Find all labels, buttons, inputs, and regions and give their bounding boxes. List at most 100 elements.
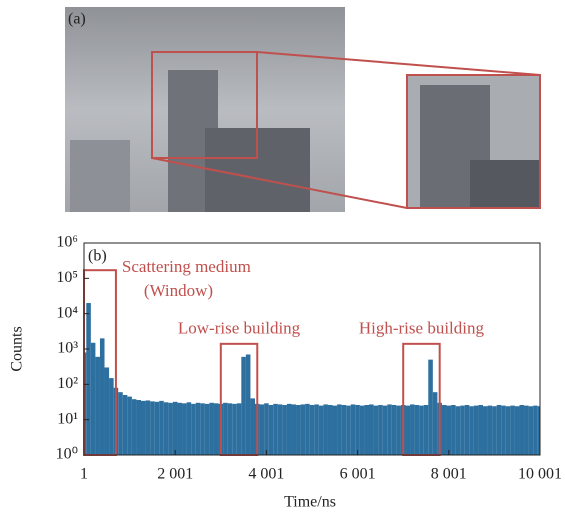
page: (a) Time/ns Counts Scattering medium (Win…: [0, 0, 565, 519]
bar: [301, 404, 306, 455]
x-tick-label: 2 001: [157, 466, 193, 483]
bar: [524, 406, 529, 455]
bar: [155, 402, 160, 455]
bar: [519, 405, 524, 455]
annotation-text: (Window): [144, 281, 213, 300]
bar: [469, 406, 474, 455]
bar: [109, 378, 114, 455]
y-axis-label: Counts: [9, 326, 26, 371]
y-tick-label: 10²: [57, 375, 78, 392]
bar: [168, 403, 173, 455]
bar: [100, 338, 105, 455]
bar: [510, 406, 515, 455]
bar: [465, 405, 470, 455]
bar: [223, 403, 228, 455]
bar: [355, 405, 360, 455]
bar: [415, 405, 420, 455]
bar: [460, 406, 465, 455]
bar: [323, 404, 328, 455]
bar: [260, 404, 265, 455]
bar: [314, 404, 319, 455]
bar: [237, 403, 242, 455]
bar: [488, 406, 493, 455]
bar: [177, 403, 182, 455]
bar: [269, 405, 274, 455]
bar: [456, 406, 461, 455]
bar: [533, 406, 538, 455]
bar: [515, 406, 520, 455]
bar: [296, 405, 301, 455]
panel-label: (a): [68, 11, 86, 28]
bar: [410, 404, 415, 455]
bar: [132, 399, 137, 455]
bar: [374, 406, 379, 455]
building: [470, 160, 540, 208]
bar: [506, 406, 511, 455]
annotation-text: Low-rise building: [178, 319, 301, 338]
bar: [501, 406, 506, 455]
bar: [264, 403, 269, 455]
panel-label: (b): [88, 248, 107, 265]
y-tick-label: 10³: [57, 340, 78, 357]
bar: [319, 406, 324, 455]
bar: [150, 401, 155, 455]
bar: [428, 360, 433, 455]
bar: [405, 406, 410, 455]
bar: [351, 404, 356, 455]
y-tick-label: 10¹: [57, 410, 78, 427]
bar: [241, 357, 246, 455]
y-tick-label: 10⁴: [56, 304, 78, 321]
bar: [328, 405, 333, 455]
bar: [196, 403, 201, 455]
bar: [273, 404, 278, 455]
bar: [396, 406, 401, 455]
bar: [91, 343, 96, 455]
bar: [378, 405, 383, 455]
bar: [187, 402, 192, 455]
photo-panel: (a): [65, 7, 540, 212]
bar: [232, 404, 237, 455]
bar: [287, 404, 292, 455]
bar: [419, 406, 424, 455]
bar: [360, 406, 365, 455]
bar: [141, 401, 146, 455]
bar: [127, 397, 132, 455]
bar: [387, 404, 392, 455]
bar: [246, 354, 251, 455]
bar: [424, 405, 429, 455]
bar: [291, 404, 296, 455]
bar: [278, 404, 283, 455]
bar: [118, 392, 123, 455]
bar: [105, 367, 110, 455]
bar: [447, 406, 452, 455]
y-tick-label: 10⁰: [56, 446, 78, 463]
bar: [392, 405, 397, 455]
bar: [474, 406, 479, 455]
bar: [433, 392, 438, 455]
bar: [191, 404, 196, 455]
bar: [159, 401, 164, 455]
annotation-text: Scattering medium: [122, 257, 251, 276]
annotation-text: High-rise building: [359, 319, 485, 338]
bar: [250, 398, 255, 455]
bar: [342, 405, 347, 455]
bar: [369, 404, 374, 455]
bar: [346, 406, 351, 455]
x-tick-label: 8 001: [431, 466, 467, 483]
y-tick-label: 10⁶: [56, 234, 78, 251]
bar: [164, 402, 169, 455]
bar: [478, 405, 483, 455]
bar: [383, 406, 388, 455]
bar: [364, 405, 369, 455]
building: [70, 140, 130, 212]
figure: (a) Time/ns Counts Scattering medium (Win…: [0, 0, 565, 514]
bar: [182, 403, 187, 455]
bar: [529, 406, 534, 455]
bar: [305, 404, 310, 455]
bar: [310, 405, 315, 455]
x-tick-label: 6 001: [340, 466, 376, 483]
bar: [483, 406, 488, 455]
bar: [205, 404, 210, 455]
x-axis-label: Time/ns: [284, 494, 336, 511]
bar: [333, 406, 338, 455]
